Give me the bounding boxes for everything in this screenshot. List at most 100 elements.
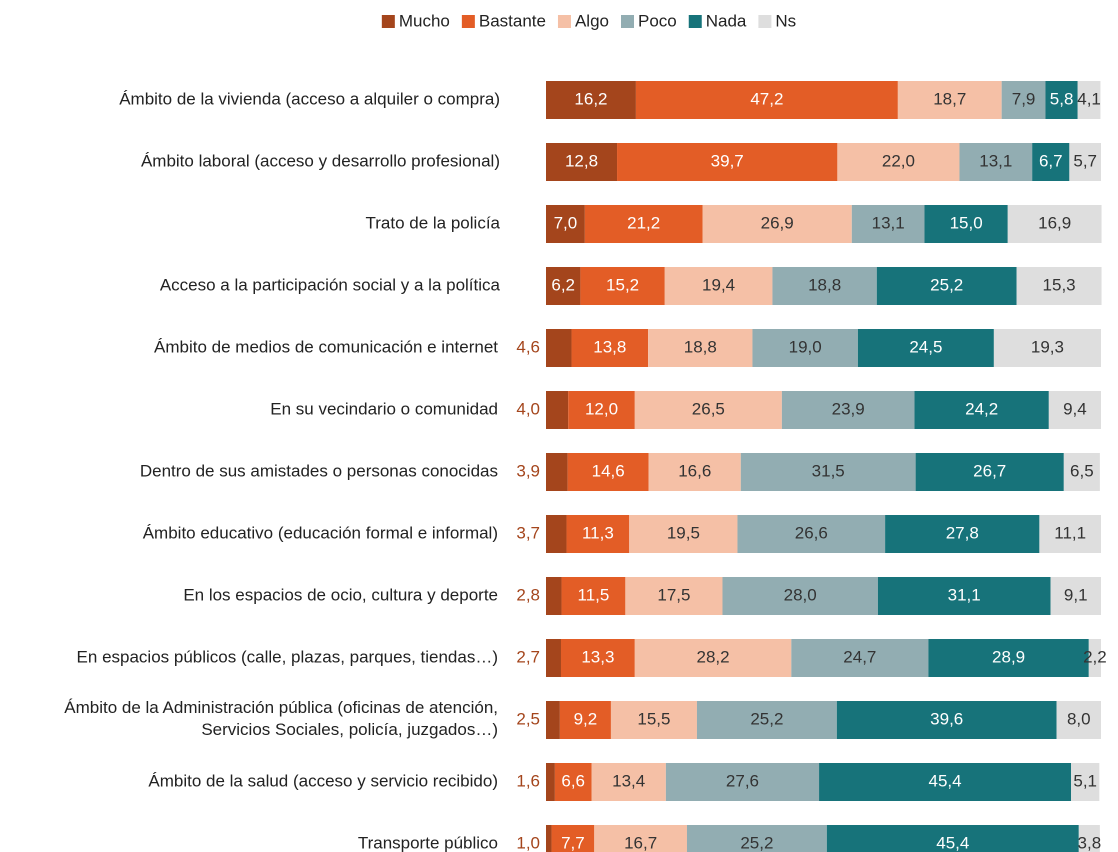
bar-segment bbox=[568, 391, 635, 429]
value-label: 18,8 bbox=[684, 337, 717, 356]
legend-label: Ns bbox=[775, 11, 796, 30]
category-label: Ámbito de la vivienda (acceso a alquiler… bbox=[119, 89, 500, 108]
value-label: 16,6 bbox=[678, 461, 711, 480]
legend-label: Mucho bbox=[399, 11, 450, 30]
value-label: 25,2 bbox=[750, 709, 783, 728]
bar-segment bbox=[634, 639, 792, 677]
bar-segment bbox=[546, 577, 562, 615]
legend-label: Algo bbox=[575, 11, 609, 30]
value-label: 19,0 bbox=[789, 337, 822, 356]
category-label: En su vecindario o comunidad bbox=[270, 399, 498, 418]
value-label: 15,5 bbox=[637, 709, 670, 728]
bar-segment bbox=[594, 825, 687, 852]
bar-segment bbox=[928, 639, 1089, 677]
bar-segment bbox=[1032, 143, 1070, 181]
value-label: 13,1 bbox=[872, 213, 905, 232]
value-label: 5,8 bbox=[1050, 89, 1074, 108]
category-label: Ámbito de la salud (acceso y servicio re… bbox=[148, 771, 498, 790]
value-label: 3,7 bbox=[516, 523, 540, 542]
value-label: 3,9 bbox=[516, 461, 540, 480]
category-label: Trato de la policía bbox=[366, 213, 501, 232]
value-label: 45,4 bbox=[936, 833, 969, 852]
bar-segment bbox=[826, 825, 1079, 852]
value-label: 6,7 bbox=[1039, 151, 1063, 170]
bar-segment bbox=[857, 329, 994, 367]
value-label: 11,5 bbox=[578, 585, 610, 604]
bar-segment bbox=[648, 453, 741, 491]
value-label: 15,3 bbox=[1043, 275, 1076, 294]
bar-segment bbox=[648, 329, 753, 367]
value-label: 6,6 bbox=[561, 771, 585, 790]
bar-segment bbox=[851, 205, 925, 243]
bar-segment bbox=[559, 701, 611, 739]
value-label: 13,1 bbox=[979, 151, 1012, 170]
bar-segment bbox=[686, 825, 827, 852]
legend-swatch bbox=[557, 15, 571, 28]
value-label: 12,8 bbox=[565, 151, 598, 170]
value-label: 17,5 bbox=[657, 585, 690, 604]
value-label: 12,0 bbox=[585, 399, 618, 418]
bar-segment bbox=[634, 391, 782, 429]
bar-segment bbox=[1050, 577, 1101, 615]
value-label: 28,0 bbox=[784, 585, 817, 604]
bar-segment bbox=[584, 205, 703, 243]
value-label: 15,0 bbox=[950, 213, 983, 232]
value-label: 19,4 bbox=[702, 275, 735, 294]
bar-segment bbox=[1048, 391, 1101, 429]
value-label: 2,8 bbox=[516, 585, 540, 604]
bar-segment bbox=[885, 515, 1040, 553]
bar-segment bbox=[546, 143, 618, 181]
value-label: 26,9 bbox=[761, 213, 794, 232]
bar-segment bbox=[1016, 267, 1102, 305]
value-label: 11,3 bbox=[582, 523, 614, 542]
value-label: 6,5 bbox=[1070, 461, 1094, 480]
bar-segment bbox=[617, 143, 838, 181]
bar-segment bbox=[546, 701, 560, 739]
value-label: 13,4 bbox=[612, 771, 645, 790]
value-label: 31,1 bbox=[948, 585, 981, 604]
value-label: 4,1 bbox=[1077, 89, 1101, 108]
value-label: 27,8 bbox=[946, 523, 979, 542]
bar-segment bbox=[546, 763, 555, 801]
bar-segment bbox=[1078, 825, 1100, 852]
category-label: Dentro de sus amistades o personas conoc… bbox=[140, 461, 498, 480]
legend-label: Poco bbox=[638, 11, 677, 30]
value-label: 1,0 bbox=[516, 833, 540, 852]
bar-segment bbox=[740, 453, 916, 491]
bar-segment bbox=[1088, 639, 1101, 677]
value-label: 13,8 bbox=[593, 337, 626, 356]
value-label: 6,2 bbox=[551, 275, 575, 294]
value-label: 11,1 bbox=[1054, 523, 1086, 542]
value-label: 13,3 bbox=[581, 647, 614, 666]
bar-segment bbox=[580, 267, 665, 305]
value-label: 18,8 bbox=[808, 275, 841, 294]
value-label: 28,9 bbox=[992, 647, 1025, 666]
value-label: 14,6 bbox=[592, 461, 625, 480]
bar-segment bbox=[546, 267, 581, 305]
bar-segment bbox=[1077, 81, 1101, 119]
bar-segment bbox=[635, 81, 898, 119]
value-label: 39,7 bbox=[711, 151, 744, 170]
value-label: 24,2 bbox=[965, 399, 998, 418]
bar-segment bbox=[1056, 701, 1101, 739]
value-label: 21,2 bbox=[627, 213, 660, 232]
value-label: 2,5 bbox=[516, 709, 540, 728]
bar-segment bbox=[566, 515, 630, 553]
bar-segment bbox=[696, 701, 837, 739]
bar-segment bbox=[546, 453, 568, 491]
bar-segment bbox=[546, 825, 552, 852]
bar-segment bbox=[664, 267, 773, 305]
value-label: 22,0 bbox=[882, 151, 915, 170]
value-label: 47,2 bbox=[750, 89, 783, 108]
bar-segment bbox=[554, 763, 592, 801]
category-label: Acceso a la participación social y a la … bbox=[160, 275, 501, 294]
bar-segment bbox=[722, 577, 878, 615]
value-label: 9,1 bbox=[1064, 585, 1088, 604]
bar-segment bbox=[1071, 763, 1100, 801]
bar-segment bbox=[546, 639, 561, 677]
bar-segment bbox=[567, 453, 649, 491]
value-label: 2,2 bbox=[1083, 647, 1107, 666]
category-label: Ámbito educativo (educación formal e inf… bbox=[143, 523, 498, 542]
